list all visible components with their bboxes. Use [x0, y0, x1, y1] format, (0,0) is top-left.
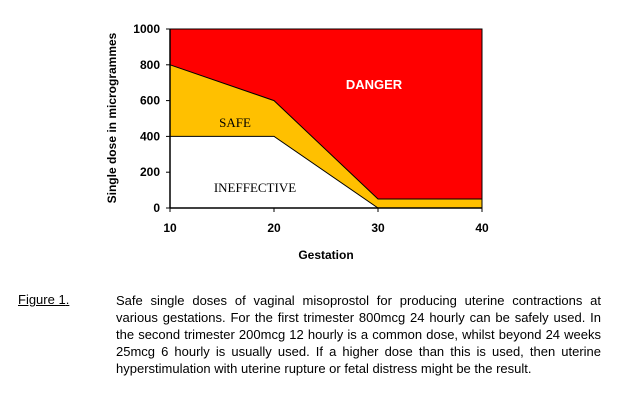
x-tick-label: 20: [267, 221, 281, 235]
x-tick-label: 10: [163, 221, 177, 235]
x-axis-title: Gestation: [298, 248, 353, 262]
ineffective-region-label: INEFFECTIVE: [214, 180, 296, 195]
figure-label: Figure 1.: [18, 292, 69, 307]
figure-label-punct: .: [65, 292, 70, 307]
x-tick-label: 30: [371, 221, 385, 235]
safe-area: [170, 64, 482, 208]
danger-region-label: DANGER: [346, 77, 403, 92]
ticks: 0 200 400 600 800 1000 10 20 30 40: [133, 22, 489, 235]
y-tick-label: 800: [140, 58, 160, 72]
y-tick-label: 0: [153, 201, 160, 215]
safe-upper-line: [169, 64, 482, 200]
figure-caption: Safe single doses of vaginal misoprostol…: [116, 293, 601, 376]
y-tick-label: 200: [140, 165, 160, 179]
plot-area: [169, 28, 483, 209]
chart: 0 200 400 600 800 1000 10 20 30 40 DANGER SAFE IN…: [105, 22, 489, 262]
figure-label-text: Figure 1: [18, 292, 66, 307]
axes: [169, 29, 482, 209]
y-tick-label: 400: [140, 129, 160, 143]
y-axis-title: Single dose in microgrammes: [105, 32, 119, 203]
danger-area: [170, 29, 482, 200]
y-tick-label: 1000: [133, 22, 160, 36]
x-tick-label: 40: [475, 221, 489, 235]
safe-region-label: SAFE: [219, 115, 251, 130]
y-tick-label: 600: [140, 94, 160, 108]
